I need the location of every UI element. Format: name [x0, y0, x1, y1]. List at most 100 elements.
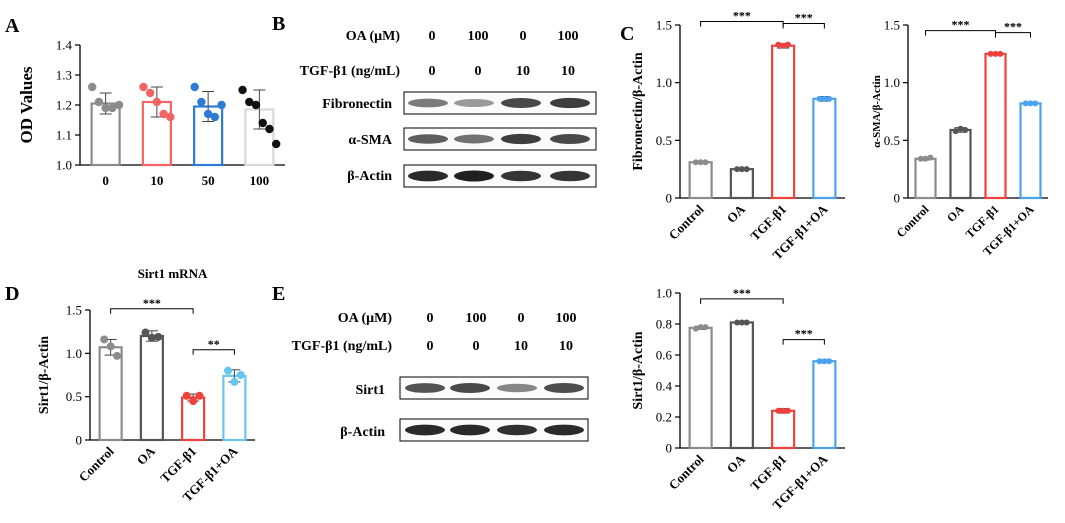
chart-a-data-point [108, 103, 117, 113]
chart-e-data-point [775, 407, 782, 414]
chart-d-y-tick-label: 1.5 [66, 303, 82, 318]
chart-a-data-point [94, 97, 104, 107]
panel-label-c: C [620, 23, 634, 45]
chart-e-significance-label: *** [795, 327, 813, 341]
chart-c2-data-point [1032, 100, 1039, 107]
blot-band [454, 99, 494, 107]
chart-c-data-point [702, 159, 709, 166]
chart-c2-bar [949, 128, 972, 200]
chart-d-data-point [147, 333, 156, 342]
chart-a-data-point [251, 100, 261, 110]
blot-e-tgf-value: 0 [427, 339, 434, 354]
chart-d-significance-label: *** [143, 296, 161, 310]
chart-c2-data-point [917, 155, 924, 162]
chart-c-category-label: OA [724, 201, 749, 226]
chart-e-significance-bracket [700, 298, 784, 304]
blot-band [544, 424, 584, 436]
chart-a-data-point [203, 109, 213, 119]
chart-c2-data-point [1027, 100, 1034, 107]
blot-b-oa-value: 100 [468, 29, 489, 44]
chart-c-y-tick-label: 0 [666, 191, 673, 206]
chart-a-category-label: 50 [202, 173, 215, 188]
chart-c2-bar [1019, 102, 1042, 200]
chart-d-data-point [113, 351, 122, 360]
blot-e-oa-value: 100 [466, 311, 487, 326]
chart-a-data-point [258, 118, 267, 128]
blot-band [550, 170, 590, 182]
blot-membrane [403, 127, 597, 151]
chart-d-bar [98, 346, 123, 442]
chart-c-y-label: Fibronectin/β-Actin [631, 52, 646, 171]
chart-c-data-point [784, 41, 791, 48]
chart-d-y-label: Sirt1/β-Actin [37, 336, 52, 414]
blot-band [497, 383, 537, 393]
chart-c-significance-label: *** [795, 10, 813, 24]
chart-d-y-tick-label: 1.0 [66, 346, 82, 361]
chart-a-data-point [238, 85, 247, 95]
chart-c2-data-point [992, 50, 999, 57]
blot-band [405, 424, 445, 436]
chart-c2-significance-label: *** [952, 18, 970, 32]
panel-label-b: B [272, 13, 285, 35]
blot-band [501, 98, 541, 108]
chart-c2-data-point [927, 154, 934, 161]
chart-c-data-point [816, 95, 823, 102]
chart-c2-significance-bracket [995, 32, 1031, 38]
chart-c-data-point [743, 166, 750, 173]
blot-b-band-label: β-Actin [347, 169, 392, 184]
chart-c-bar [812, 97, 837, 200]
chart-a-y-tick-label: 1.2 [56, 98, 72, 113]
chart-c-bar [771, 44, 796, 200]
blot-b-oa-label: OA (μM) [346, 29, 401, 44]
blot-band [408, 170, 448, 182]
chart-a-category-label: 0 [102, 173, 109, 188]
chart-e-y-tick-label: 0.4 [656, 379, 673, 394]
chart-c-bar [729, 168, 754, 200]
blot-b-tgf-value: 0 [475, 64, 482, 79]
chart-c2-y-tick-label: 1.5 [884, 18, 900, 33]
chart-e-bar [729, 321, 754, 450]
blot-b-tgf-label: TGF-β1 (ng/mL) [300, 64, 401, 79]
chart-c2-data-point [962, 126, 969, 133]
chart-d-significance-bracket [192, 349, 235, 355]
chart-c-data-point [692, 159, 699, 166]
chart-a-data-point [217, 100, 226, 110]
chart-d-bar [139, 334, 164, 442]
blot-e-band-label: Sirt1 [355, 383, 385, 398]
chart-c-data-point [697, 159, 704, 166]
blot-e-tgf-value: 10 [514, 339, 528, 354]
blot-b-oa-value: 0 [429, 29, 436, 44]
blot-e-oa-value: 100 [556, 311, 577, 326]
chart-a-data-point [139, 82, 148, 92]
chart-c-bar [688, 161, 713, 200]
chart-d-data-point [154, 332, 163, 341]
chart-a-data-point [197, 97, 206, 107]
chart-a-y-tick-label: 1.0 [56, 158, 72, 173]
chart-a-data-point [190, 82, 199, 92]
chart-d-y-tick-label: 0.5 [66, 389, 82, 404]
blot-e-tgf-value: 10 [559, 339, 573, 354]
chart-d-sirt1-mrna: 0 0.5 1.0 1.5 Sirt1/β-Actin Sirt1 mRNA Control… [37, 266, 255, 505]
chart-a-y-tick-label: 1.1 [56, 128, 72, 143]
chart-a-data-point [271, 139, 281, 149]
chart-c-data-point [738, 166, 745, 173]
blot-band [550, 134, 590, 144]
chart-e-y-tick-label: 0.6 [656, 348, 673, 363]
chart-a-data-point [87, 82, 97, 92]
chart-e-data-point [784, 407, 791, 414]
chart-a-data-point [101, 103, 110, 113]
chart-a-data-point [145, 88, 155, 98]
chart-d-significance-bracket [110, 308, 194, 314]
chart-a-y-tick-label: 1.4 [56, 38, 73, 53]
chart-c2-bar [984, 52, 1007, 200]
chart-a-data-point [245, 97, 254, 107]
panel-label-a: A [5, 15, 20, 37]
blot-band [454, 170, 494, 182]
chart-c-y-tick-label: 0.5 [656, 133, 672, 148]
blot-b-oa-value: 100 [558, 29, 579, 44]
chart-d-category-label: OA [134, 443, 159, 468]
chart-c-y-tick-label: 1.0 [656, 75, 672, 90]
chart-a-data-point [166, 112, 175, 122]
